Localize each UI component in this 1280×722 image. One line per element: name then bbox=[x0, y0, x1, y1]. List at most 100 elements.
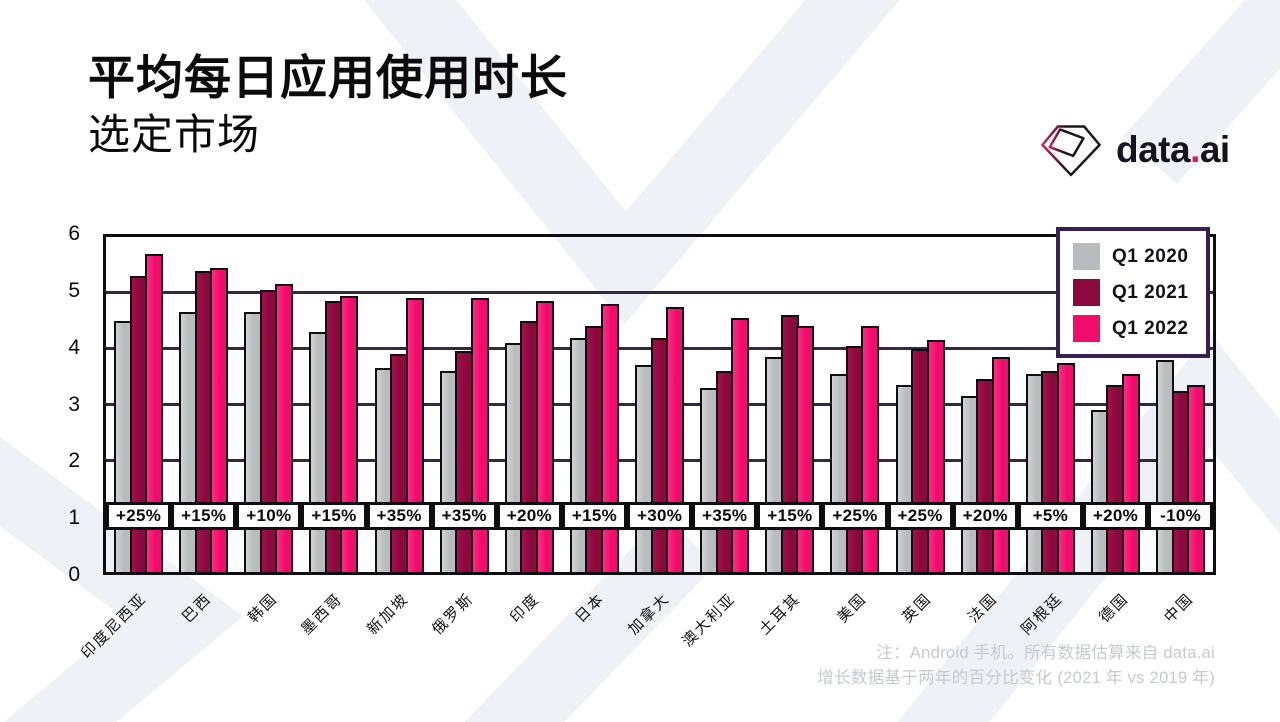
growth-badge: +10% bbox=[236, 502, 302, 531]
footnote: 注：Android 手机。所有数据估算来自 data.ai 增长数据基于两年的百… bbox=[817, 641, 1215, 691]
bar-q1-2022 bbox=[600, 304, 619, 572]
bar-group-9: +30% bbox=[627, 237, 693, 572]
legend-swatch bbox=[1073, 315, 1100, 342]
x-tick-label: 巴西 bbox=[179, 590, 216, 627]
bar-q1-2022 bbox=[1056, 362, 1075, 572]
bar-group-8: +15% bbox=[561, 237, 627, 572]
footnote-line1: 注：Android 手机。所有数据估算来自 data.ai bbox=[876, 644, 1215, 662]
x-tick: 巴西 bbox=[168, 578, 233, 653]
legend: Q1 2020 Q1 2021 Q1 2022 bbox=[1056, 227, 1211, 358]
x-tick: 日本 bbox=[561, 578, 626, 653]
growth-badge: +20% bbox=[496, 502, 562, 531]
bar-q1-2022 bbox=[1187, 384, 1206, 572]
x-tick-label: 阿根廷 bbox=[1018, 590, 1067, 639]
growth-badge: +15% bbox=[171, 502, 237, 531]
x-tick-label: 加拿大 bbox=[625, 590, 674, 639]
x-tick: 土耳其 bbox=[756, 578, 823, 653]
legend-swatch bbox=[1073, 243, 1100, 270]
legend-item: Q1 2022 bbox=[1073, 315, 1188, 342]
bar-group-2: +15% bbox=[171, 237, 237, 572]
logo-dot: . bbox=[1190, 129, 1200, 170]
bar-q1-2022 bbox=[340, 295, 359, 572]
growth-badge: +20% bbox=[1082, 502, 1148, 531]
x-tick: 澳大利亚 bbox=[679, 578, 757, 653]
x-tick: 韩国 bbox=[234, 578, 299, 653]
diamond-gem-icon bbox=[1041, 125, 1101, 177]
y-tick-label: 3 bbox=[68, 392, 80, 416]
bar-group-10: +35% bbox=[692, 237, 758, 572]
x-tick: 印度 bbox=[496, 578, 561, 653]
growth-badge: +35% bbox=[431, 502, 497, 531]
y-tick-label: 6 bbox=[68, 222, 80, 245]
x-tick-label: 俄罗斯 bbox=[429, 590, 478, 639]
y-tick-label: 1 bbox=[68, 506, 80, 530]
x-tick: 俄罗斯 bbox=[429, 578, 495, 653]
growth-badge: +15% bbox=[561, 502, 627, 531]
x-tick-label: 英国 bbox=[899, 590, 936, 627]
legend-item: Q1 2021 bbox=[1073, 279, 1188, 306]
growth-badge: +15% bbox=[757, 502, 823, 531]
bar-group-4: +15% bbox=[301, 237, 367, 572]
x-tick-label: 墨西哥 bbox=[298, 590, 347, 639]
bar-q1-2022 bbox=[275, 284, 294, 572]
legend-label: Q1 2022 bbox=[1112, 317, 1189, 339]
x-tick-label: 土耳其 bbox=[756, 590, 805, 639]
logo-text-ai: ai bbox=[1199, 129, 1230, 170]
x-tick-label: 德国 bbox=[1095, 590, 1132, 627]
bar-q1-2022 bbox=[535, 301, 554, 572]
plot-area: +25% +15% +10% +15% +35% +35% +20% +15% +30% +35%… bbox=[103, 234, 1216, 575]
bar-group-6: +35% bbox=[431, 237, 497, 572]
x-tick-label: 法国 bbox=[964, 590, 1001, 627]
x-tick: 印度尼西亚 bbox=[78, 578, 168, 662]
bar-q1-2022 bbox=[666, 306, 685, 572]
x-tick-label: 韩国 bbox=[244, 590, 281, 627]
x-tick-label: 印度 bbox=[506, 590, 543, 627]
x-tick-label: 中国 bbox=[1161, 590, 1198, 627]
growth-badge: +30% bbox=[627, 502, 693, 531]
growth-badge: +20% bbox=[952, 502, 1018, 531]
growth-badge: +35% bbox=[692, 502, 758, 531]
legend-label: Q1 2020 bbox=[1112, 245, 1189, 267]
bar-q1-2022 bbox=[861, 326, 880, 572]
data-ai-logo: data.ai bbox=[1038, 120, 1230, 180]
footnote-line2: 增长数据基于两年的百分比变化 (2021 年 vs 2019 年) bbox=[817, 668, 1215, 687]
legend-swatch bbox=[1073, 279, 1100, 306]
x-tick-label: 新加坡 bbox=[363, 590, 412, 639]
growth-badge: +15% bbox=[301, 502, 367, 531]
bar-group-14: +20% bbox=[952, 237, 1018, 572]
bar-group-1: +25% bbox=[106, 237, 172, 572]
chart-subtitle: 选定市场 bbox=[88, 111, 261, 159]
growth-badge: +25% bbox=[822, 502, 888, 531]
legend-label: Q1 2021 bbox=[1112, 281, 1189, 303]
y-tick-label: 2 bbox=[68, 449, 80, 473]
legend-item: Q1 2020 bbox=[1073, 243, 1188, 270]
y-axis: 0 1 2 3 4 5 6 bbox=[40, 222, 90, 586]
x-tick: 墨西哥 bbox=[298, 578, 364, 653]
bar-groups: +25% +15% +10% +15% +35% +35% +20% +15% +30% +35%… bbox=[106, 237, 1214, 572]
growth-badge: +35% bbox=[366, 502, 432, 531]
bar-q1-2022 bbox=[991, 357, 1010, 572]
bar-group-13: +25% bbox=[887, 237, 953, 572]
growth-badge: -10% bbox=[1148, 502, 1214, 531]
y-tick-label: 4 bbox=[68, 335, 80, 359]
bar-group-5: +35% bbox=[366, 237, 432, 572]
x-tick-label: 日本 bbox=[572, 590, 609, 627]
bar-q1-2022 bbox=[1121, 373, 1140, 572]
bar-q1-2022 bbox=[796, 326, 815, 572]
y-tick-label: 0 bbox=[68, 563, 80, 586]
page-title: 平均每日应用使用时长 选定市场 bbox=[88, 48, 568, 163]
bar-group-11: +15% bbox=[757, 237, 823, 572]
bar-q1-2022 bbox=[731, 317, 750, 572]
logo-wordmark: data.ai bbox=[1116, 129, 1230, 171]
y-tick-label: 5 bbox=[68, 278, 80, 302]
growth-badge: +25% bbox=[887, 502, 953, 531]
x-tick-label: 印度尼西亚 bbox=[77, 590, 150, 663]
bar-group-7: +20% bbox=[496, 237, 562, 572]
bar-group-12: +25% bbox=[822, 237, 888, 572]
bar-q1-2022 bbox=[926, 340, 945, 572]
x-tick: 新加坡 bbox=[363, 578, 430, 653]
chart-title: 平均每日应用使用时长 bbox=[88, 51, 568, 104]
logo-text-data: data bbox=[1116, 129, 1191, 170]
bar-group-3: +10% bbox=[236, 237, 302, 572]
growth-badge: +5% bbox=[1017, 502, 1083, 531]
